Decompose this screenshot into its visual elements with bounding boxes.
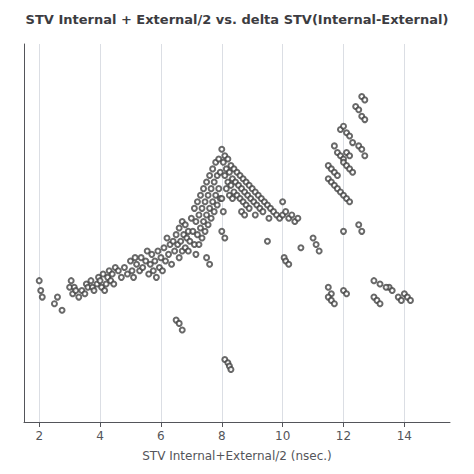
svg-text:STV Internal+External/2 (nsec.: STV Internal+External/2 (nsec.) [142,449,332,463]
svg-text:8: 8 [218,429,226,443]
svg-text:10: 10 [275,429,290,443]
svg-text:6: 6 [157,429,165,443]
svg-text:12: 12 [336,429,351,443]
svg-text:2: 2 [35,429,43,443]
svg-text:4: 4 [96,429,104,443]
svg-text:STV Internal + External/2 vs.: STV Internal + External/2 vs. delta STV(… [26,12,449,27]
svg-text:14: 14 [397,429,412,443]
